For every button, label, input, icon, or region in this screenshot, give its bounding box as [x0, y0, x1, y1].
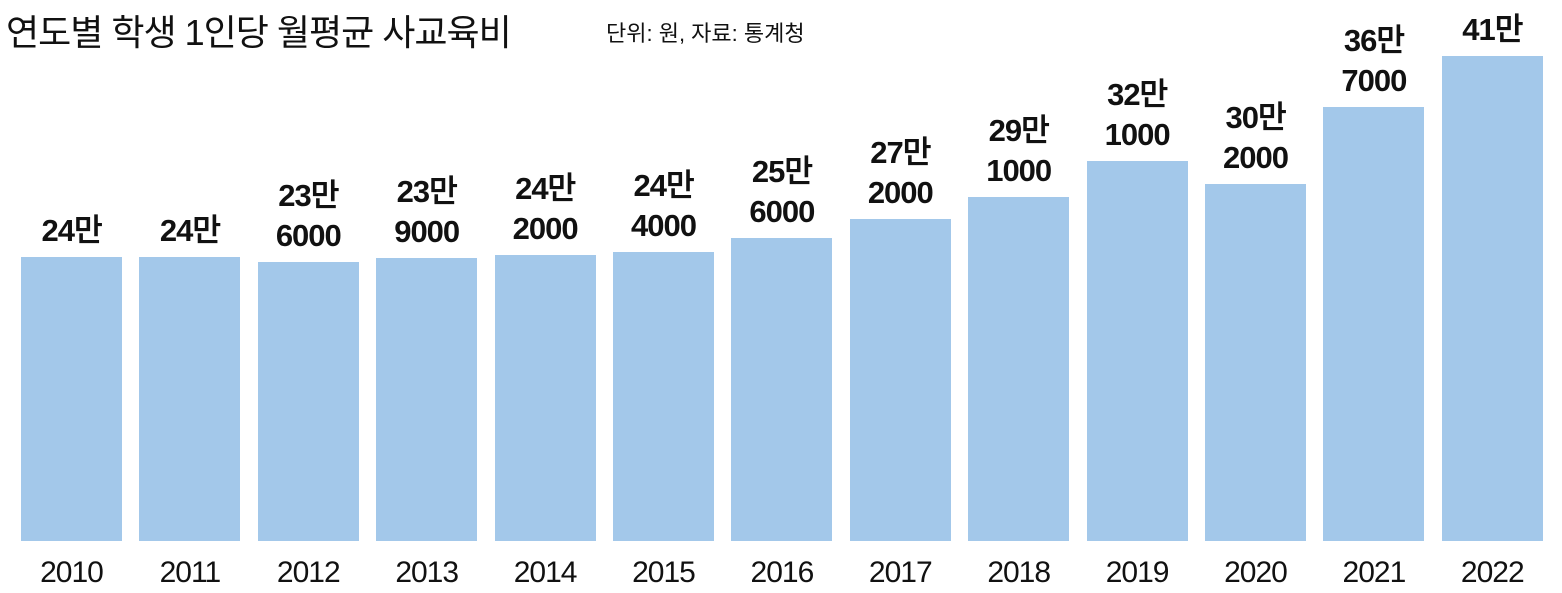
- bar: [1205, 183, 1306, 541]
- bar: [613, 252, 714, 541]
- x-tick-label: 2018: [987, 556, 1051, 589]
- value-label: 23만 9000: [394, 174, 460, 250]
- value-label: 25만 6000: [749, 154, 815, 230]
- x-tick-label: 2019: [1105, 556, 1170, 589]
- x-tick-label: 2014: [513, 556, 578, 589]
- x-tick-label: 2022: [1460, 556, 1525, 589]
- x-tick-label: 2020: [1224, 556, 1288, 589]
- value-label: 32만 1000: [1104, 77, 1171, 153]
- bar: [1323, 106, 1425, 541]
- bar: [1441, 56, 1543, 541]
- chart-subtitle: 단위: 원, 자료: 통계청: [606, 21, 805, 46]
- bar: [139, 257, 241, 541]
- value-label: 29만 1000: [986, 112, 1052, 188]
- x-tick-label: 2016: [750, 556, 815, 589]
- bar: [21, 257, 122, 541]
- bar: [968, 196, 1070, 541]
- bar: [1086, 161, 1188, 541]
- value-label: 36만 7000: [1341, 22, 1407, 98]
- bar: [494, 254, 596, 541]
- value-label: 24만 2000: [512, 170, 579, 246]
- value-label: 24만: [159, 213, 221, 249]
- value-label: 27만 2000: [867, 135, 934, 211]
- x-tick-label: 2017: [868, 556, 933, 589]
- x-tick-label: 2011: [159, 556, 222, 589]
- value-label: 24만 4000: [631, 168, 697, 244]
- x-tick-label: 2015: [632, 556, 696, 589]
- x-tick-label: 2010: [40, 556, 104, 589]
- x-tick-label: 2021: [1342, 556, 1407, 589]
- bar: [376, 258, 478, 541]
- chart-title: 연도별 학생 1인당 월평균 사교육비: [6, 12, 512, 53]
- value-label: 30만 2000: [1223, 99, 1289, 175]
- value-label: 41만: [1462, 12, 1523, 47]
- value-label: 24만: [41, 213, 102, 249]
- bar: [731, 238, 833, 541]
- bar: [849, 219, 951, 541]
- x-tick-label: 2013: [395, 556, 459, 589]
- bar: [257, 261, 359, 541]
- value-label: 23만 6000: [275, 177, 342, 253]
- x-tick-label: 2012: [276, 556, 341, 589]
